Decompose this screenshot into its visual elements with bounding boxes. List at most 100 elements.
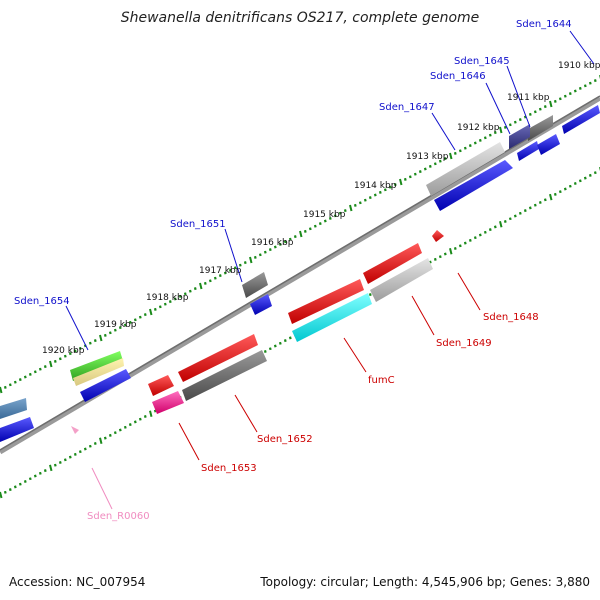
minor-tick — [23, 480, 27, 483]
gene-label-sden-1654[interactable]: Sden_1654 — [14, 296, 70, 307]
gene-label-sden-1646[interactable]: Sden_1646 — [430, 71, 486, 82]
gene-fumc-feature[interactable] — [292, 293, 372, 342]
gene-sden-1653-cds[interactable] — [148, 375, 174, 396]
minor-tick — [588, 81, 592, 85]
minor-tick — [503, 125, 507, 129]
minor-tick — [533, 203, 537, 207]
minor-tick — [13, 485, 17, 489]
minor-tick — [63, 354, 67, 358]
minor-tick — [133, 420, 137, 424]
gene-label-sden-1647[interactable]: Sden_1647 — [379, 102, 435, 113]
gene-label-sden-1645[interactable]: Sden_1645 — [454, 56, 510, 67]
gene-sden-1645-feature[interactable] — [528, 115, 553, 141]
gene-sden-1646-feature[interactable] — [509, 124, 530, 149]
gene-label-sden-1648[interactable]: Sden_1648 — [483, 312, 539, 323]
minor-tick — [573, 182, 577, 185]
major-tick — [0, 491, 3, 499]
gene-label-sden-1652[interactable]: Sden_1652 — [257, 434, 313, 445]
gene-sden-1654-feature[interactable] — [70, 351, 124, 386]
gene-sden-1648-feature[interactable] — [363, 243, 422, 284]
minor-tick — [158, 305, 162, 309]
minor-tick — [223, 271, 227, 275]
minor-tick — [243, 261, 247, 265]
minor-tick — [508, 217, 512, 221]
minor-tick — [8, 488, 12, 492]
minor-tick — [383, 188, 387, 192]
gene-sden-1649-cds[interactable] — [288, 279, 364, 324]
minor-tick — [53, 359, 57, 363]
minor-tick — [353, 203, 357, 207]
major-tick — [399, 178, 403, 186]
minor-tick — [563, 94, 567, 98]
minor-tick — [328, 216, 332, 220]
minor-tick — [123, 323, 127, 327]
minor-tick — [288, 237, 292, 241]
gene-label-sden-r0060[interactable]: Sden_R0060 — [87, 511, 150, 522]
gene-sden-1647-cds[interactable] — [434, 160, 513, 211]
minor-tick — [378, 190, 382, 194]
minor-tick — [508, 123, 512, 127]
minor-tick — [478, 138, 482, 142]
gene-sden-1651-feature[interactable] — [242, 272, 268, 298]
minor-tick — [183, 292, 187, 296]
gene-sden-1653-feature[interactable] — [152, 391, 184, 414]
gene-sden-1648-cds[interactable] — [432, 230, 444, 242]
gene-sden-1654-cds[interactable] — [80, 369, 131, 402]
minor-tick — [218, 274, 222, 278]
minor-tick — [558, 97, 562, 101]
minor-tick — [593, 79, 597, 83]
gene-sden-1651-cds[interactable] — [250, 294, 272, 315]
minor-tick — [373, 193, 377, 197]
minor-tick — [538, 107, 542, 111]
minor-tick — [138, 417, 142, 421]
minor-tick — [473, 236, 477, 240]
minor-tick — [118, 428, 122, 432]
minor-tick — [558, 190, 562, 194]
genome-title: Shewanella denitrificans OS217, complete… — [120, 10, 480, 26]
gene-sden-1644-feature[interactable] — [562, 105, 600, 134]
gene-label-sden-1644[interactable]: Sden_1644 — [516, 19, 572, 30]
gene-label-sden-1649[interactable]: Sden_1649 — [436, 338, 492, 349]
minor-tick — [253, 255, 257, 259]
gene-sden-1649-feature[interactable] — [370, 258, 433, 302]
major-tick — [549, 100, 553, 108]
minor-tick — [208, 279, 212, 283]
minor-tick — [93, 339, 97, 343]
minor-tick — [563, 187, 567, 191]
gene-sden-r0060-feature[interactable] — [71, 426, 79, 434]
gene-sden-1646-cds[interactable] — [517, 141, 539, 161]
minor-tick — [273, 344, 277, 348]
minor-tick — [363, 198, 367, 202]
major-tick — [499, 220, 503, 228]
gene-left-cds[interactable] — [0, 417, 34, 442]
minor-tick — [163, 302, 167, 306]
minor-tick — [73, 349, 77, 353]
gene-left-steel-feature[interactable] — [0, 398, 27, 419]
minor-tick — [88, 341, 92, 345]
minor-tick — [293, 235, 297, 239]
kbp-label: 1916 kbp — [251, 238, 294, 248]
minor-tick — [578, 86, 582, 90]
minor-tick — [113, 328, 117, 332]
gene-label-fumc[interactable]: fumC — [368, 375, 395, 386]
accession-label: Accession: NC_007954 — [9, 575, 146, 589]
genome-summary: Topology: circular; Length: 4,545,906 bp… — [260, 575, 590, 589]
minor-tick — [423, 167, 427, 171]
minor-tick — [428, 260, 432, 264]
gene-sden-1645-cds[interactable] — [537, 134, 560, 155]
minor-tick — [263, 250, 267, 254]
gene-label-sden-1651[interactable]: Sden_1651 — [170, 219, 226, 230]
major-tick — [499, 126, 503, 134]
gene-label-sden-1653[interactable]: Sden_1653 — [201, 463, 257, 474]
kbp-label: 1911 kbp — [507, 93, 550, 103]
major-tick — [149, 410, 153, 418]
minor-tick — [528, 206, 532, 210]
minor-tick — [538, 201, 542, 204]
kbp-label: 1919 kbp — [94, 320, 137, 330]
gene-sden-1652-feature[interactable] — [182, 350, 267, 401]
minor-tick — [543, 198, 547, 202]
gene-sden-1652-cds[interactable] — [178, 334, 258, 382]
minor-tick — [103, 436, 107, 440]
gene-sden-1647-feature[interactable] — [426, 142, 505, 196]
